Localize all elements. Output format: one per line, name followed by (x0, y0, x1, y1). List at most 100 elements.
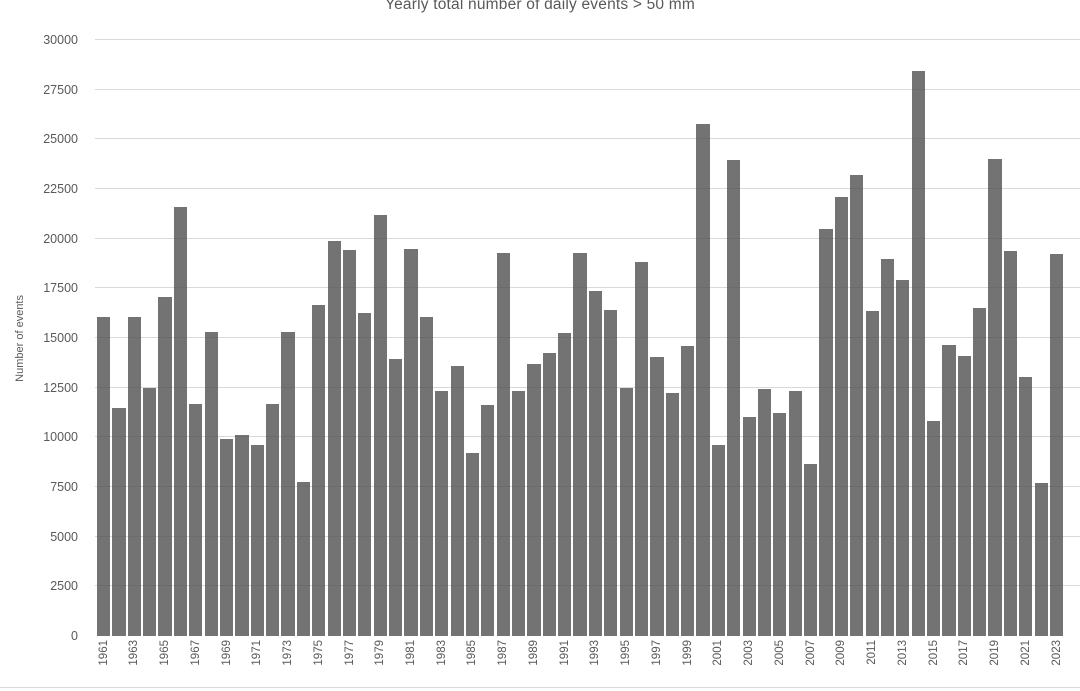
bar (650, 356, 664, 636)
x-tick-label: 1975 (312, 640, 325, 666)
bar (250, 445, 264, 636)
x-tick-label: 2015 (927, 640, 940, 666)
bar (926, 421, 941, 636)
x-tick-label: 1993 (589, 640, 602, 666)
y-tick-label: 5000 (50, 529, 78, 544)
x-tick-label-box: 1967 (188, 640, 204, 676)
bottom-border-line (0, 687, 1080, 688)
bar (312, 305, 326, 636)
bar (896, 280, 910, 636)
x-tick-label: 1981 (405, 640, 417, 666)
x-tick-label-box: 1977 (342, 640, 358, 676)
bar (373, 214, 387, 636)
gridline (95, 287, 1080, 289)
bar (527, 363, 541, 636)
x-tick-label-box: 1981 (403, 640, 419, 676)
y-tick-label: 30000 (43, 33, 78, 47)
x-tick-label-box: 1971 (249, 640, 265, 676)
gridline (95, 88, 1080, 90)
bar (588, 291, 603, 636)
bar (942, 344, 956, 636)
x-tick-label: 2013 (896, 640, 909, 666)
bar (665, 392, 679, 636)
x-tick-label-box: 2023 (1049, 640, 1065, 676)
x-tick-label-box: 1963 (126, 640, 142, 676)
gridline (95, 188, 1080, 189)
bar (696, 124, 710, 636)
bar (281, 332, 295, 636)
x-tick-label-box: 2001 (710, 640, 726, 676)
bar (266, 403, 280, 636)
x-tick-label-box: 2009 (833, 640, 849, 676)
bar (97, 317, 111, 636)
x-tick-label: 2001 (712, 640, 725, 666)
x-tick-label-box: 1983 (434, 640, 450, 676)
y-axis-title: Number of events (14, 294, 26, 382)
bar (865, 311, 879, 636)
x-axis-tick-labels: 1961 1963 1965 1967 1969 1971 1973 1975 1977 1979… (95, 640, 1080, 680)
x-tick-label: 2007 (804, 640, 817, 666)
x-tick-label-box: 1961 (96, 640, 112, 676)
bar (143, 387, 157, 636)
gridline (95, 535, 1080, 537)
bar (742, 417, 756, 636)
x-tick-label-box: 2013 (895, 640, 911, 676)
bar (619, 387, 633, 636)
gridline (95, 436, 1080, 438)
x-tick-label-box: 2007 (803, 640, 819, 676)
x-tick-label-box: 2011 (864, 640, 880, 676)
bar (681, 345, 695, 636)
x-tick-label-box: 1993 (587, 640, 603, 676)
gridline (95, 386, 1080, 388)
y-axis-tick-labels: 0 2500 5000 7500 10000 12500 15000 17500 20000 22… (0, 33, 78, 643)
x-tick-label: 1999 (681, 640, 694, 666)
bar (880, 258, 895, 636)
x-tick-label-box: 2015 (926, 640, 942, 676)
x-tick-label: 1979 (374, 640, 387, 666)
bar (788, 390, 802, 636)
y-tick-label: 10000 (43, 430, 78, 445)
x-tick-label-box: 1995 (618, 640, 634, 676)
y-tick-label: 27500 (43, 82, 78, 97)
x-tick-label: 1991 (558, 640, 571, 666)
x-tick-label-box: 1973 (280, 640, 296, 676)
bar (419, 317, 433, 636)
bar (327, 240, 341, 636)
bar (450, 365, 464, 636)
x-tick-label: 1965 (159, 640, 172, 666)
gridline (95, 237, 1080, 239)
bar (173, 206, 188, 636)
bar (773, 412, 787, 636)
x-tick-label: 1961 (97, 640, 110, 666)
bar (819, 228, 833, 636)
bar (573, 252, 587, 636)
bar (558, 333, 572, 636)
gridline (95, 337, 1080, 338)
x-tick-label: 1987 (497, 640, 510, 666)
y-axis-title-box: Number of events (12, 40, 28, 636)
plot-area (95, 39, 1080, 636)
x-tick-label: 2003 (743, 640, 756, 666)
x-tick-label: 1977 (343, 640, 356, 666)
bar (404, 248, 418, 636)
y-tick-label: 0 (71, 629, 78, 643)
bar (496, 252, 510, 636)
x-tick-label: 2011 (866, 640, 879, 665)
bar (850, 175, 864, 636)
x-tick-label: 1967 (189, 640, 202, 666)
bar (358, 313, 372, 636)
x-tick-label-box: 1969 (219, 640, 235, 676)
bar (511, 390, 526, 636)
x-tick-label-box: 2019 (987, 640, 1003, 676)
x-tick-label-box: 1979 (372, 640, 388, 676)
x-tick-label: 1971 (251, 640, 264, 666)
x-tick-label: 2019 (989, 640, 1002, 666)
x-tick-label: 2017 (958, 640, 971, 666)
x-tick-label-box: 1975 (311, 640, 327, 676)
bar (112, 407, 126, 636)
x-tick-label: 2009 (835, 640, 848, 666)
bar (235, 435, 249, 636)
x-tick-label: 2021 (1019, 640, 1032, 666)
x-tick-label-box: 1987 (495, 640, 511, 676)
